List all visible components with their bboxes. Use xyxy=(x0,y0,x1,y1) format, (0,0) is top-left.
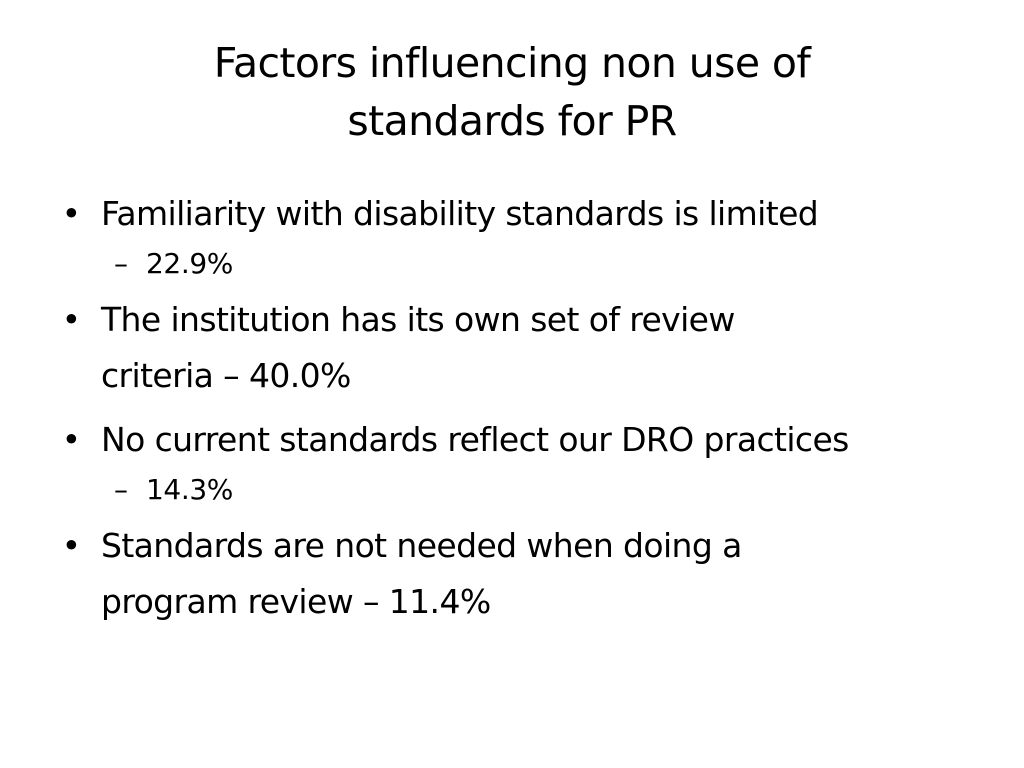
bullet-item-no-current-standards: • No current standards reflect our DRO p… xyxy=(56,412,986,468)
bullet-text: Familiarity with disability standards is… xyxy=(101,194,819,233)
title-line-1: Factors influencing non use of xyxy=(213,39,811,87)
bullet-icon: • xyxy=(61,526,81,565)
slide-title: Factors influencing non use of standards… xyxy=(100,34,924,150)
bullet-icon: • xyxy=(61,300,81,339)
dash-icon: – xyxy=(114,473,128,506)
dash-icon: – xyxy=(114,247,128,280)
bullet-text-line-1: Standards are not needed when doing a xyxy=(101,526,742,565)
bullet-item-familiarity: • Familiarity with disability standards … xyxy=(56,186,986,242)
sub-item-familiarity-percent: – 22.9% xyxy=(56,240,986,288)
bullet-text-line-1: The institution has its own set of revie… xyxy=(101,300,735,339)
bullet-item-own-criteria: • The institution has its own set of rev… xyxy=(56,292,986,404)
sub-item-text: 22.9% xyxy=(146,247,233,280)
spacer xyxy=(56,404,986,412)
bullet-icon: • xyxy=(61,194,81,233)
sub-item-no-current-standards-percent: – 14.3% xyxy=(56,466,986,514)
bullet-icon: • xyxy=(61,420,81,459)
bullet-item-not-needed: • Standards are not needed when doing a … xyxy=(56,518,986,630)
bullet-text: No current standards reflect our DRO pra… xyxy=(101,420,849,459)
bullet-text-line-2: program review – 11.4% xyxy=(101,582,491,621)
title-line-2: standards for PR xyxy=(347,97,677,145)
sub-item-text: 14.3% xyxy=(146,473,233,506)
bullet-list: • Familiarity with disability standards … xyxy=(56,186,986,630)
bullet-text-line-2: criteria – 40.0% xyxy=(101,356,351,395)
